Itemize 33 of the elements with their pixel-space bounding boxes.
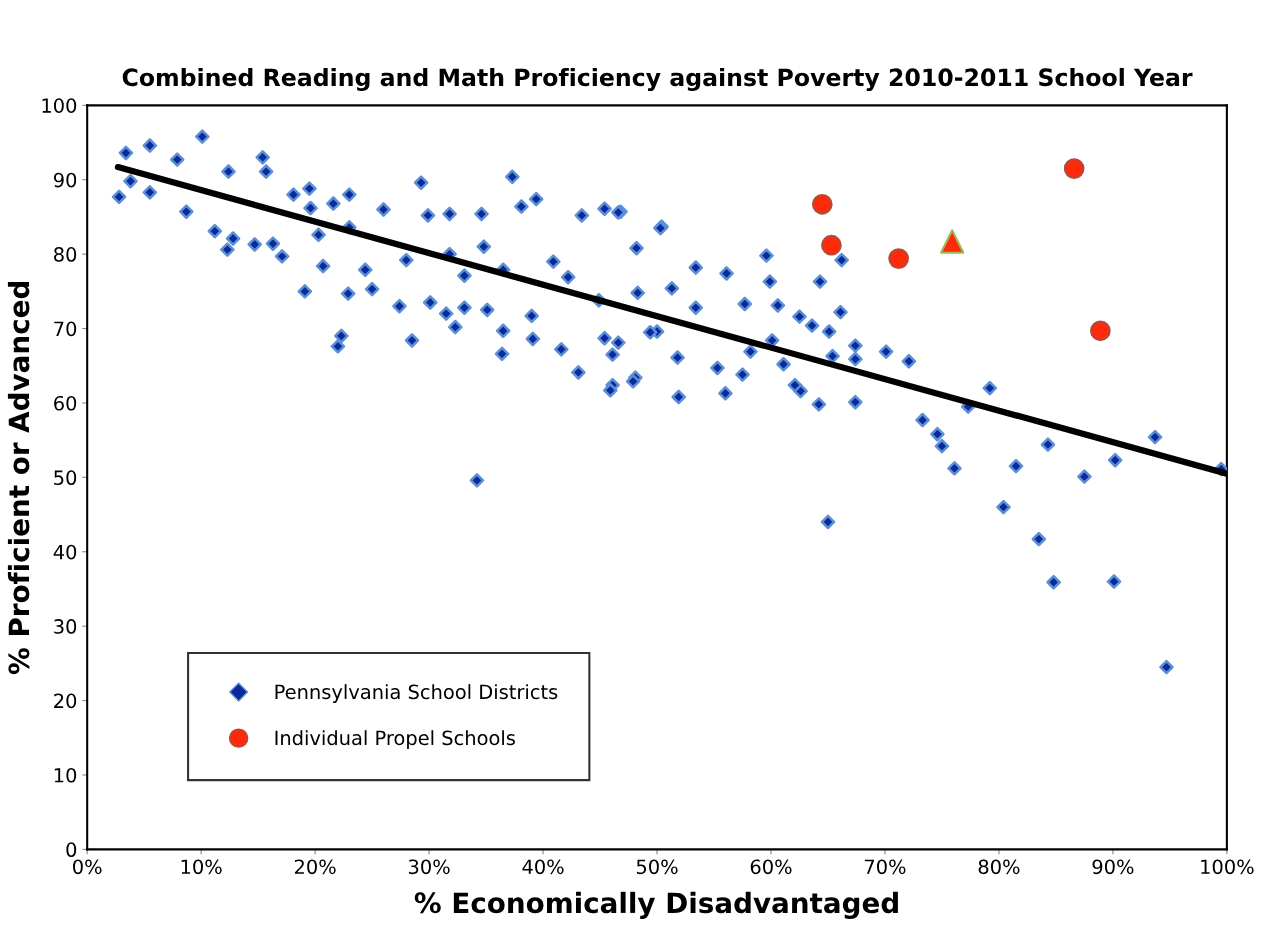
y-tick-label: 100 — [42, 98, 77, 113]
x-tick-label: 0% — [73, 859, 102, 875]
x-tick-label: 60% — [750, 859, 792, 875]
y-tick-label: 90 — [53, 172, 77, 188]
x-tick-label: 20% — [294, 859, 336, 875]
point — [888, 248, 909, 269]
x-tick-label: 50% — [636, 859, 678, 875]
x-tick-label: 70% — [864, 859, 906, 875]
y-tick-label: 40 — [53, 544, 77, 560]
point — [811, 193, 833, 215]
y-tick-label: 70 — [54, 321, 77, 337]
chart-title: Combined Reading and Math Proficiency against Poverty 2010-2011 School Year — [122, 67, 1193, 91]
x-tick-label: 90% — [1092, 859, 1134, 875]
y-axis-title: % Proficient or Advanced — [7, 281, 30, 675]
y-tick-label: 20 — [54, 693, 77, 709]
x-tick-label: 30% — [408, 859, 450, 875]
legend-label: Individual Propel Schools — [275, 730, 515, 749]
point — [1090, 320, 1111, 342]
x-tick-label: 80% — [978, 859, 1020, 875]
point — [939, 229, 965, 254]
y-tick-label: 30 — [54, 619, 77, 634]
y-tick-label: 0 — [66, 842, 77, 858]
x-tick-label: 40% — [522, 859, 564, 875]
x-tick-label: 100% — [1201, 859, 1254, 875]
y-tick-label: 80 — [54, 247, 77, 262]
point — [1063, 158, 1085, 179]
x-axis-title: % Economically Disadvantaged — [414, 891, 898, 919]
point — [821, 234, 842, 256]
x-tick-label: 10% — [181, 859, 222, 875]
legend-label: Pennsylvania School Districts — [275, 684, 558, 703]
y-tick-label: 10 — [54, 767, 77, 783]
y-tick-label: 60 — [54, 395, 77, 411]
y-tick-label: 50 — [54, 470, 77, 486]
